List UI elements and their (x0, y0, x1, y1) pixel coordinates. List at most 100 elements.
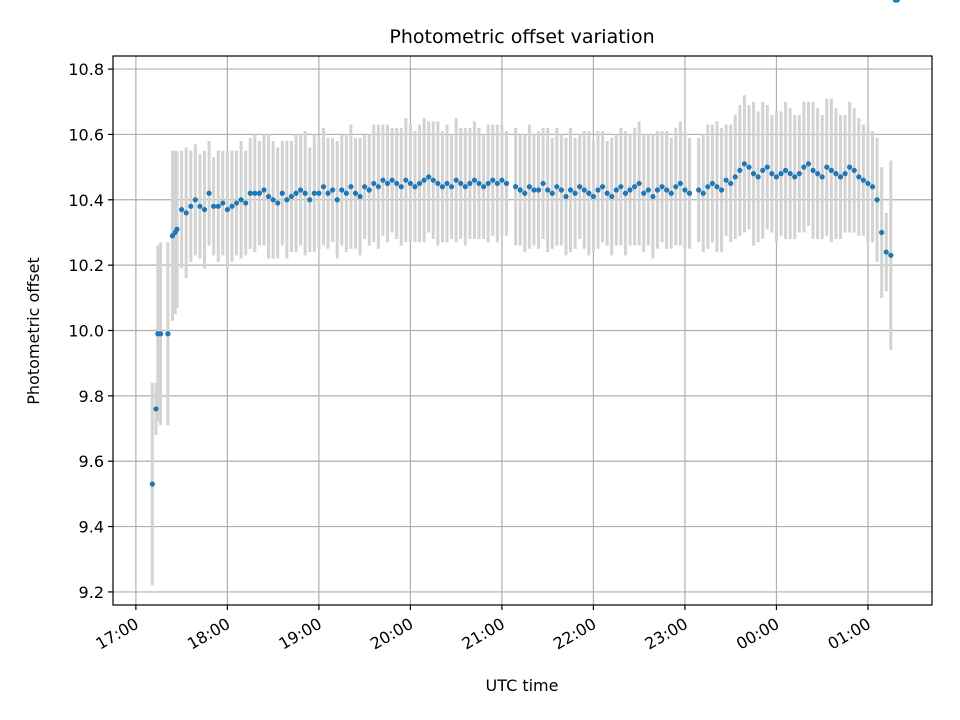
data-point (567, 187, 574, 193)
data-point (796, 171, 802, 177)
data-point (384, 180, 391, 187)
data-point (741, 161, 748, 167)
y-axis-ticks: 9.2 9.4 9.6 9.8 10.0 10.2 10.4 10.6 10.8 (68, 60, 113, 602)
data-point (577, 184, 583, 190)
data-point (435, 180, 441, 187)
data-point (325, 190, 331, 196)
data-point (787, 171, 793, 177)
data-point (540, 180, 546, 187)
data-point (243, 200, 249, 206)
data-point (851, 167, 857, 173)
data-point (526, 184, 532, 190)
data-point (545, 187, 551, 193)
data-point (554, 184, 560, 190)
data-point (778, 171, 784, 177)
data-point (682, 187, 688, 193)
data-point (220, 200, 226, 206)
data-point (599, 184, 606, 190)
data-point (471, 177, 478, 183)
y-tick-label: 9.4 (79, 518, 104, 537)
y-tick-label: 9.8 (79, 387, 104, 406)
data-point (558, 187, 564, 193)
data-point (330, 187, 336, 193)
data-point (416, 180, 423, 187)
data-point (869, 184, 876, 190)
data-point (348, 184, 354, 190)
data-point (307, 197, 313, 203)
data-point (270, 197, 276, 203)
data-point (837, 174, 844, 180)
data-point (627, 187, 633, 193)
data-point (448, 184, 455, 190)
y-tick-label: 10.6 (68, 125, 104, 144)
data-point (636, 180, 642, 187)
data-point (792, 174, 798, 180)
data-point (609, 193, 615, 200)
data-point (865, 180, 871, 187)
data-point (604, 190, 610, 196)
data-point (645, 187, 651, 193)
data-point (801, 164, 807, 170)
data-point (467, 180, 473, 187)
data-point (732, 174, 738, 180)
y-tick-label: 10.4 (68, 191, 104, 210)
data-point (211, 203, 217, 209)
data-point (503, 180, 510, 187)
chart-title: Photometric offset variation (389, 26, 654, 48)
data-point (810, 167, 816, 173)
data-point (261, 187, 267, 193)
data-point (833, 171, 839, 177)
data-point (760, 167, 766, 173)
data-point (375, 184, 381, 190)
data-point (590, 193, 597, 200)
data-point (490, 177, 496, 183)
data-point (275, 200, 281, 206)
data-point (183, 210, 189, 216)
data-point (426, 174, 432, 180)
data-point (586, 190, 592, 196)
data-point (311, 190, 317, 196)
data-point (531, 187, 537, 193)
data-point (476, 180, 482, 187)
data-point (664, 187, 670, 193)
data-point (860, 177, 866, 183)
data-point (192, 197, 198, 203)
data-point (581, 187, 587, 193)
data-point (265, 193, 272, 200)
data-point (563, 193, 569, 200)
data-point (247, 190, 253, 196)
data-point (394, 180, 400, 187)
data-point (371, 180, 377, 187)
data-point (782, 167, 789, 173)
data-point (773, 174, 780, 180)
data-point (755, 174, 761, 180)
data-point (828, 167, 834, 173)
data-point (481, 184, 487, 190)
data-point (856, 174, 862, 180)
data-point (149, 481, 155, 487)
data-point (188, 203, 194, 209)
data-point (352, 190, 359, 196)
y-tick-label: 9.6 (79, 452, 104, 471)
data-point (517, 187, 523, 193)
data-point (201, 206, 208, 213)
data-point (165, 331, 171, 337)
data-point (430, 177, 436, 183)
data-point (595, 187, 601, 193)
data-point (343, 190, 349, 196)
data-point (357, 193, 363, 200)
data-point (746, 164, 752, 170)
data-point (339, 187, 345, 193)
data-point (815, 171, 821, 177)
data-point (439, 184, 446, 190)
data-point (696, 187, 702, 193)
data-point (157, 331, 164, 337)
data-point (677, 180, 683, 187)
data-point (659, 184, 665, 190)
data-point (709, 180, 715, 187)
y-tick-label: 9.2 (79, 583, 104, 602)
data-point (485, 180, 491, 187)
data-point (297, 187, 304, 193)
data-point (737, 167, 743, 173)
data-point (769, 171, 775, 177)
